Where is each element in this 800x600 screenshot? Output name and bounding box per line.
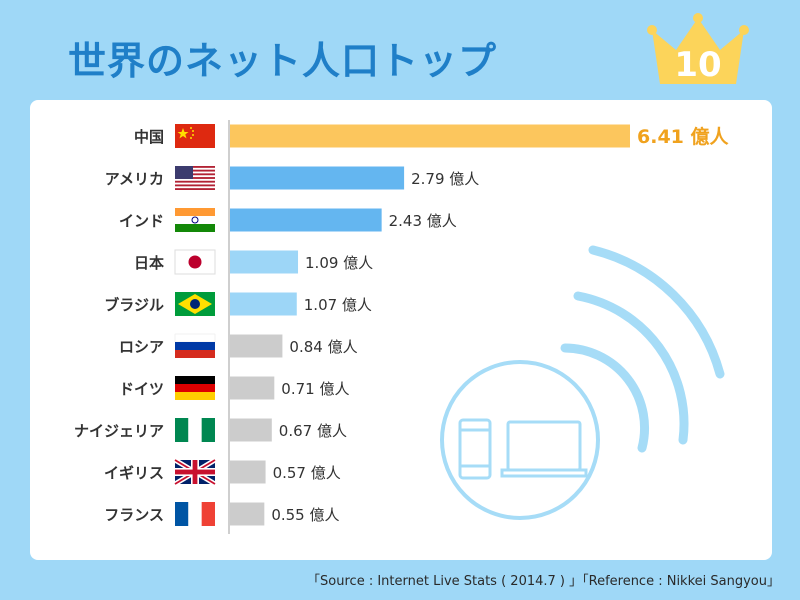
bar (230, 460, 266, 484)
bar (230, 334, 283, 358)
bar (230, 166, 405, 190)
laptop-icon (500, 420, 588, 478)
france-flag-icon (175, 502, 215, 526)
category-label: フランス (104, 506, 164, 524)
category-label: ブラジル (104, 296, 164, 314)
usa-flag-icon (175, 166, 215, 190)
category-label: 日本 (134, 254, 164, 272)
data-label: 0.84 億人 (289, 338, 357, 356)
source-note: 「Source : Internet Live Stats ( 2014.7 )… (307, 574, 780, 589)
russia-flag-icon (174, 333, 216, 358)
bar (230, 292, 297, 316)
data-label: 1.07 億人 (304, 296, 372, 314)
data-label: 0.67 億人 (279, 422, 347, 440)
category-label: 中国 (134, 128, 164, 146)
crown-badge-number: 10 (674, 45, 721, 85)
bar (230, 124, 630, 148)
bar (230, 502, 265, 526)
data-label: 1.09 億人 (305, 254, 373, 272)
wifi-signal-icon (560, 245, 725, 453)
category-label: インド (119, 212, 164, 230)
chart-panel: 中国 6.41 億人アメリカ 2.79 億人インド 2.43 億人日本 1.09 億人ブ… (30, 100, 772, 560)
china-flag-icon (175, 124, 215, 148)
page-title: 世界のネット人口トップ (68, 39, 498, 83)
data-label: 0.55 億人 (271, 506, 339, 524)
data-label: 6.41 億人 (637, 125, 729, 148)
smartphone-icon (458, 418, 492, 480)
india-flag-icon (175, 208, 215, 232)
bar (230, 208, 382, 232)
category-label: ナイジェリア (74, 422, 164, 440)
category-label: アメリカ (105, 170, 164, 188)
brazil-flag-icon (175, 292, 215, 316)
data-label: 0.71 億人 (281, 380, 349, 398)
category-label: ロシア (119, 338, 164, 356)
bar (230, 250, 299, 274)
data-label: 0.57 億人 (273, 464, 341, 482)
crown-icon: 10 (647, 13, 749, 85)
uk-flag-icon (173, 457, 217, 487)
nigeria-flag-icon (175, 418, 215, 442)
bar (230, 376, 275, 400)
category-label: ドイツ (119, 380, 164, 398)
data-label: 2.79 億人 (411, 170, 479, 188)
japan-flag-icon (174, 249, 216, 275)
germany-flag-icon (175, 376, 215, 400)
bar (230, 418, 272, 442)
data-label: 2.43 億人 (389, 212, 457, 230)
category-label: イギリス (104, 464, 164, 482)
device-circle (440, 360, 600, 520)
